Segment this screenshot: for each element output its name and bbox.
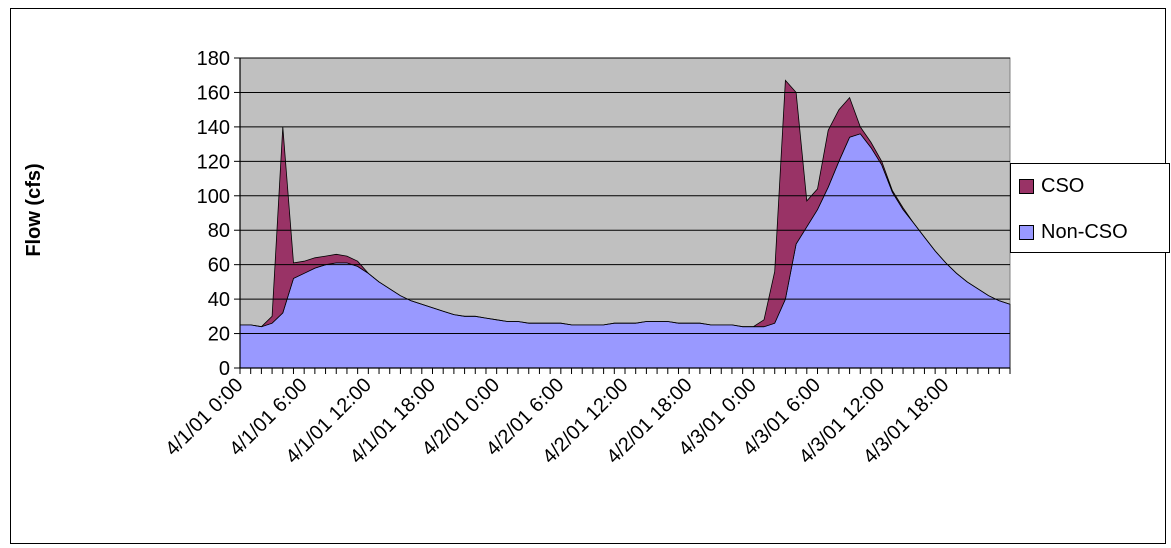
x-tick-labels: 4/1/01 0:004/1/01 6:004/1/01 12:004/1/01…	[161, 374, 953, 468]
legend-swatch-cso	[1019, 178, 1034, 194]
y-tick-label: 20	[208, 324, 230, 346]
axes	[234, 57, 1011, 374]
y-tick-label: 100	[197, 186, 230, 208]
y-tick-label: 40	[208, 289, 230, 311]
legend-label-non-cso: Non-CSO	[1041, 220, 1128, 243]
legend-item-non-cso: Non-CSO	[1019, 220, 1128, 244]
y-tick-labels: 0 20 40 60 80 100 120 140 160 180	[197, 48, 230, 380]
legend: CSO Non-CSO	[1010, 163, 1170, 253]
y-tick-label: 60	[208, 255, 230, 277]
y-tick-label: 120	[197, 151, 230, 173]
gridlines	[240, 57, 1010, 335]
area-cso	[240, 79, 1011, 328]
legend-item-cso: CSO	[1019, 174, 1084, 198]
legend-swatch-non-cso	[1019, 224, 1034, 240]
y-tick-label: 80	[208, 220, 230, 242]
y-tick-label: 160	[197, 82, 230, 104]
y-tick-label: 140	[197, 117, 230, 139]
y-tick-label: 180	[197, 48, 230, 70]
legend-label-cso: CSO	[1041, 174, 1085, 197]
y-axis-label: Flow (cfs)	[23, 163, 45, 257]
y-tick-label: 0	[219, 358, 230, 380]
